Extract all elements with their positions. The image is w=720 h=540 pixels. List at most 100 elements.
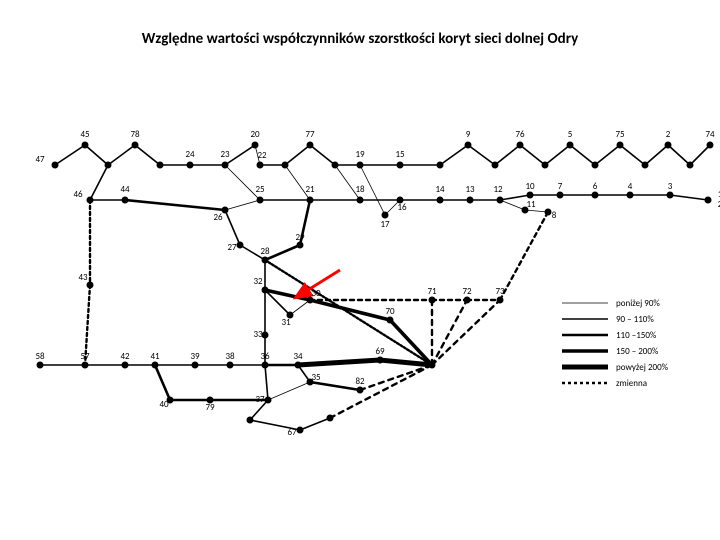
node [192,362,199,369]
network-diagram: 4745782423202277191597657527446442625211… [0,0,720,540]
node-label: 79 [205,402,215,413]
node [467,197,474,204]
node [222,162,229,169]
node [437,162,444,169]
node [227,362,234,369]
node [82,142,89,149]
edge [135,145,160,165]
legend-label: 110 –150% [616,330,656,341]
node-label: 27 [227,242,237,253]
node-label: 69 [375,346,385,357]
node-label: 37 [255,394,265,405]
node-label: 33 [253,329,263,340]
edge [440,145,468,165]
legend-row: 110 –150% [560,327,668,343]
node-label: 25 [255,184,265,195]
node [132,142,139,149]
node-label: 75 [615,129,625,140]
node-label: 73 [495,286,505,297]
node-label: 9 [466,129,471,140]
node [687,162,694,169]
node-label: 77 [305,129,315,140]
edge [495,145,520,165]
legend-row: powyżej 200% [560,359,668,375]
legend-label: powyżej 200% [616,362,668,373]
node-label: 57 [80,351,90,362]
node-label: 34 [293,351,303,362]
node-label: 39 [190,351,200,362]
edge [360,365,432,390]
legend: poniżej 90%90 – 110%110 –150%150 – 200%p… [560,295,668,391]
edge [225,210,240,245]
legend-row: zmienna [560,375,668,391]
node [357,197,364,204]
node [592,162,599,169]
node [517,142,524,149]
edge [155,365,170,400]
node [297,427,304,434]
edge [290,300,310,315]
node-label: 41 [150,351,160,362]
edge [310,382,360,390]
node [567,142,574,149]
node-label: 14 [435,184,445,195]
node-label: 23 [220,149,230,160]
node-label: 11 [526,199,536,210]
node-label: 22 [257,150,267,161]
node [265,397,272,404]
node-label: 82 [355,376,365,387]
node [397,162,404,169]
node [37,362,44,369]
node [122,197,129,204]
node-label: 58 [35,351,45,362]
node [105,162,112,169]
node-label: 30 [311,288,321,299]
node-label: 72 [462,286,472,297]
node [492,162,499,169]
edge [300,418,330,430]
node [437,197,444,204]
node [617,142,624,149]
node [187,162,194,169]
edge [668,145,690,165]
node-label: 21 [305,184,315,195]
edge [268,382,310,400]
node [237,242,244,249]
node [642,162,649,169]
node-label: 19 [355,149,365,160]
node-label: 32 [253,276,263,287]
edge [670,195,708,200]
node-label: 4 [628,181,633,192]
legend-label: poniżej 90% [616,298,660,309]
node [705,197,712,204]
legend-row: 90 – 110% [560,311,668,327]
node [627,192,634,199]
edge [90,165,108,200]
edge [265,365,268,400]
node [357,162,364,169]
node-label: 38 [225,351,235,362]
edge [55,145,85,165]
node-label: 45 [80,129,90,140]
node-label: 76 [515,129,525,140]
node [327,415,334,422]
node [707,142,714,149]
node-label: 67 [287,427,297,438]
node [527,192,534,199]
node [87,197,94,204]
node [377,357,384,364]
node [262,257,269,264]
node-label: 43 [78,272,88,283]
node [429,297,436,304]
edge [620,145,645,165]
node [557,192,564,199]
node-label: 8 [552,210,557,221]
legend-row: poniżej 90% [560,295,668,311]
edge [432,300,500,365]
edge [310,300,390,320]
legend-label: 90 – 110% [616,314,654,325]
node [157,162,164,169]
node [252,142,259,149]
node [357,387,364,394]
node [592,192,599,199]
